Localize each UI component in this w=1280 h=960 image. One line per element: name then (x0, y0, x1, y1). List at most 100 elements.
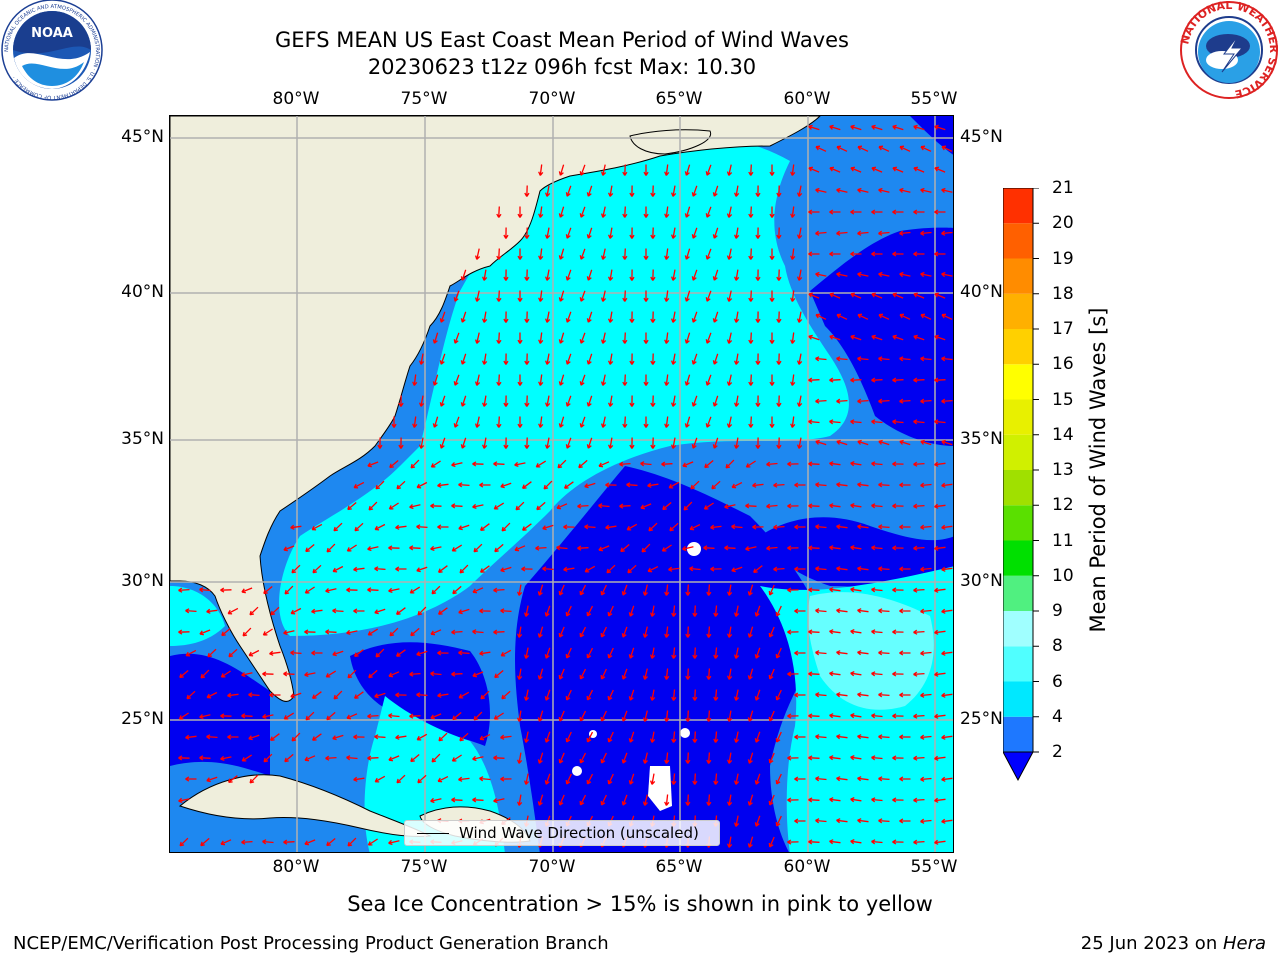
wind-arrow (892, 839, 904, 845)
wind-arrow (850, 166, 862, 173)
wind-arrow (326, 543, 336, 553)
wind-arrow (544, 227, 551, 239)
wind-arrow (671, 605, 677, 617)
wind-arrow (705, 206, 712, 218)
wind-arrow (815, 271, 827, 278)
wind-arrow (621, 752, 628, 764)
wind-arrow (829, 629, 841, 635)
wind-arrow (769, 374, 775, 386)
wind-arrow (620, 544, 630, 553)
wind-arrow (773, 524, 785, 530)
wind-arrow (558, 206, 565, 218)
wind-arrow (796, 395, 803, 407)
colorbar-label: Mean Period of Wind Waves [s] (1086, 307, 1110, 633)
wind-arrow (747, 626, 754, 638)
wind-arrow (500, 734, 512, 740)
wind-arrow (228, 648, 238, 658)
wind-arrow (648, 522, 658, 532)
wind-arrow (481, 353, 488, 365)
wind-arrow (747, 836, 754, 848)
wind-arrow (899, 145, 911, 152)
wind-arrow (899, 271, 911, 278)
wind-arrow (934, 587, 946, 593)
wind-arrow (598, 545, 610, 552)
wind-arrow (733, 815, 740, 827)
wind-arrow (712, 311, 719, 323)
wind-arrow (726, 584, 733, 596)
wind-arrow (670, 269, 677, 281)
wind-arrow (649, 731, 656, 743)
deep-water-west (170, 653, 270, 776)
wind-arrow (579, 248, 586, 260)
wind-arrow (600, 710, 607, 722)
wind-arrow (768, 710, 775, 722)
wind-arrow (535, 545, 547, 551)
wind-arrow (899, 776, 911, 782)
wind-arrow (664, 752, 670, 764)
wind-arrow (755, 311, 761, 323)
wind-arrow (178, 629, 190, 635)
wind-arrow (565, 269, 572, 281)
wind-arrow (684, 332, 691, 344)
wind-arrow (607, 395, 614, 407)
colorbar-tick-label: 17 (1052, 319, 1074, 339)
nws-logo: NATIONAL WEATHER SERVICE (1178, 0, 1280, 100)
wind-arrow (726, 206, 733, 218)
lon-label-top-55w: 55°W (910, 89, 958, 109)
wind-arrow (199, 714, 211, 720)
colorbar-segment (1003, 258, 1033, 294)
wind-arrow (808, 251, 820, 257)
wind-arrow (691, 395, 698, 407)
wind-arrow (460, 311, 467, 323)
wind-arrow (850, 587, 862, 593)
wind-arrow (523, 605, 530, 617)
wind-arrow (542, 566, 554, 572)
wind-arrow (501, 690, 511, 700)
wind-arrow (459, 732, 469, 742)
wind-arrow (628, 731, 635, 743)
wind-arrow (227, 775, 238, 783)
wind-arrow (836, 145, 848, 152)
colorbar-segment (1003, 188, 1033, 224)
wind-arrow (892, 587, 904, 593)
wind-arrow (649, 773, 656, 785)
colorbar-segment (1003, 716, 1033, 752)
wind-arrow (934, 461, 946, 467)
wind-arrow (622, 332, 628, 344)
wind-arrow (796, 311, 803, 323)
colorbar-tick-label: 8 (1052, 636, 1063, 657)
wind-arrow (913, 461, 925, 467)
wind-arrow (503, 437, 509, 449)
wind-arrow (544, 311, 551, 323)
wind-arrow (503, 395, 509, 407)
wind-arrow (643, 248, 649, 260)
wind-arrow (755, 227, 761, 239)
wind-arrow (712, 395, 719, 407)
wind-arrow (535, 460, 547, 468)
wind-arrow (409, 671, 421, 677)
wind-arrow (241, 839, 253, 845)
wind-arrow (768, 836, 775, 848)
wind-arrow (430, 503, 442, 509)
wind-arrow (755, 437, 761, 449)
wind-arrow (577, 503, 589, 509)
date-text: 25 Jun 2023 on (1080, 933, 1223, 954)
wind-arrow (664, 710, 670, 722)
wind-arrow (565, 185, 572, 197)
wind-arrow (185, 734, 197, 740)
wind-arrow (934, 124, 946, 131)
wind-arrow (878, 566, 890, 572)
wind-arrow (724, 503, 736, 510)
wind-arrow (353, 481, 365, 489)
wind-arrow (836, 187, 848, 193)
colorbar (1003, 188, 1039, 782)
wind-arrow (517, 290, 523, 302)
wind-arrow (768, 584, 775, 596)
wind-arrow (262, 713, 274, 720)
wind-arrow (706, 710, 712, 722)
wind-arrow (913, 124, 925, 131)
wind-arrow (565, 353, 572, 365)
wind-arrow (262, 671, 274, 677)
wind-arrow (836, 356, 848, 362)
wind-arrow (347, 837, 357, 847)
